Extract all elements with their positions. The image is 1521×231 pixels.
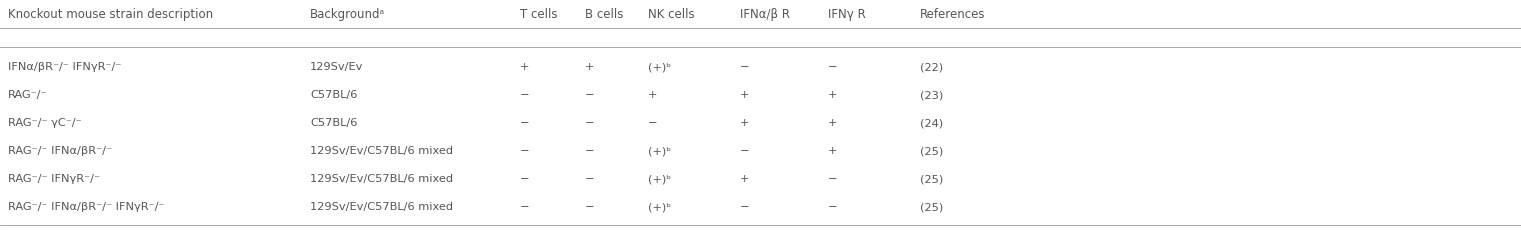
Text: C57BL/6: C57BL/6 [310,90,357,100]
Text: −: − [827,62,838,72]
Text: References: References [920,8,986,21]
Text: IFNα/βR⁻/⁻ IFNγR⁻/⁻: IFNα/βR⁻/⁻ IFNγR⁻/⁻ [8,62,122,72]
Text: RAG⁻/⁻: RAG⁻/⁻ [8,90,47,100]
Text: −: − [741,202,750,212]
Text: 129Sv/Ev/C57BL/6 mixed: 129Sv/Ev/C57BL/6 mixed [310,146,453,156]
Text: (+)ᵇ: (+)ᵇ [648,202,671,212]
Text: −: − [741,146,750,156]
Text: B cells: B cells [586,8,624,21]
Text: +: + [520,62,529,72]
Text: Backgroundᵃ: Backgroundᵃ [310,8,385,21]
Text: (+)ᵇ: (+)ᵇ [648,62,671,72]
Text: −: − [520,146,529,156]
Text: +: + [827,146,838,156]
Text: (24): (24) [920,118,943,128]
Text: IFNα/β R: IFNα/β R [741,8,789,21]
Text: −: − [827,202,838,212]
Text: −: − [586,146,595,156]
Text: 129Sv/Ev/C57BL/6 mixed: 129Sv/Ev/C57BL/6 mixed [310,202,453,212]
Text: −: − [586,174,595,184]
Text: RAG⁻/⁻ IFNα/βR⁻/⁻ IFNγR⁻/⁻: RAG⁻/⁻ IFNα/βR⁻/⁻ IFNγR⁻/⁻ [8,202,164,212]
Text: −: − [586,118,595,128]
Text: C57BL/6: C57BL/6 [310,118,357,128]
Text: (25): (25) [920,202,943,212]
Text: RAG⁻/⁻ γC⁻/⁻: RAG⁻/⁻ γC⁻/⁻ [8,118,82,128]
Text: T cells: T cells [520,8,558,21]
Text: −: − [520,118,529,128]
Text: (23): (23) [920,90,943,100]
Text: +: + [741,118,750,128]
Text: IFNγ R: IFNγ R [827,8,865,21]
Text: 129Sv/Ev: 129Sv/Ev [310,62,364,72]
Text: NK cells: NK cells [648,8,695,21]
Text: 129Sv/Ev/C57BL/6 mixed: 129Sv/Ev/C57BL/6 mixed [310,174,453,184]
Text: +: + [827,118,838,128]
Text: −: − [586,90,595,100]
Text: (+)ᵇ: (+)ᵇ [648,146,671,156]
Text: +: + [741,90,750,100]
Text: RAG⁻/⁻ IFNα/βR⁻/⁻: RAG⁻/⁻ IFNα/βR⁻/⁻ [8,146,113,156]
Text: −: − [520,174,529,184]
Text: RAG⁻/⁻ IFNγR⁻/⁻: RAG⁻/⁻ IFNγR⁻/⁻ [8,174,100,184]
Text: +: + [586,62,595,72]
Text: −: − [741,62,750,72]
Text: (+)ᵇ: (+)ᵇ [648,174,671,184]
Text: −: − [648,118,657,128]
Text: −: − [520,90,529,100]
Text: (22): (22) [920,62,943,72]
Text: −: − [586,202,595,212]
Text: −: − [520,202,529,212]
Text: Knockout mouse strain description: Knockout mouse strain description [8,8,213,21]
Text: −: − [827,174,838,184]
Text: +: + [648,90,657,100]
Text: (25): (25) [920,174,943,184]
Text: (25): (25) [920,146,943,156]
Text: +: + [741,174,750,184]
Text: +: + [827,90,838,100]
